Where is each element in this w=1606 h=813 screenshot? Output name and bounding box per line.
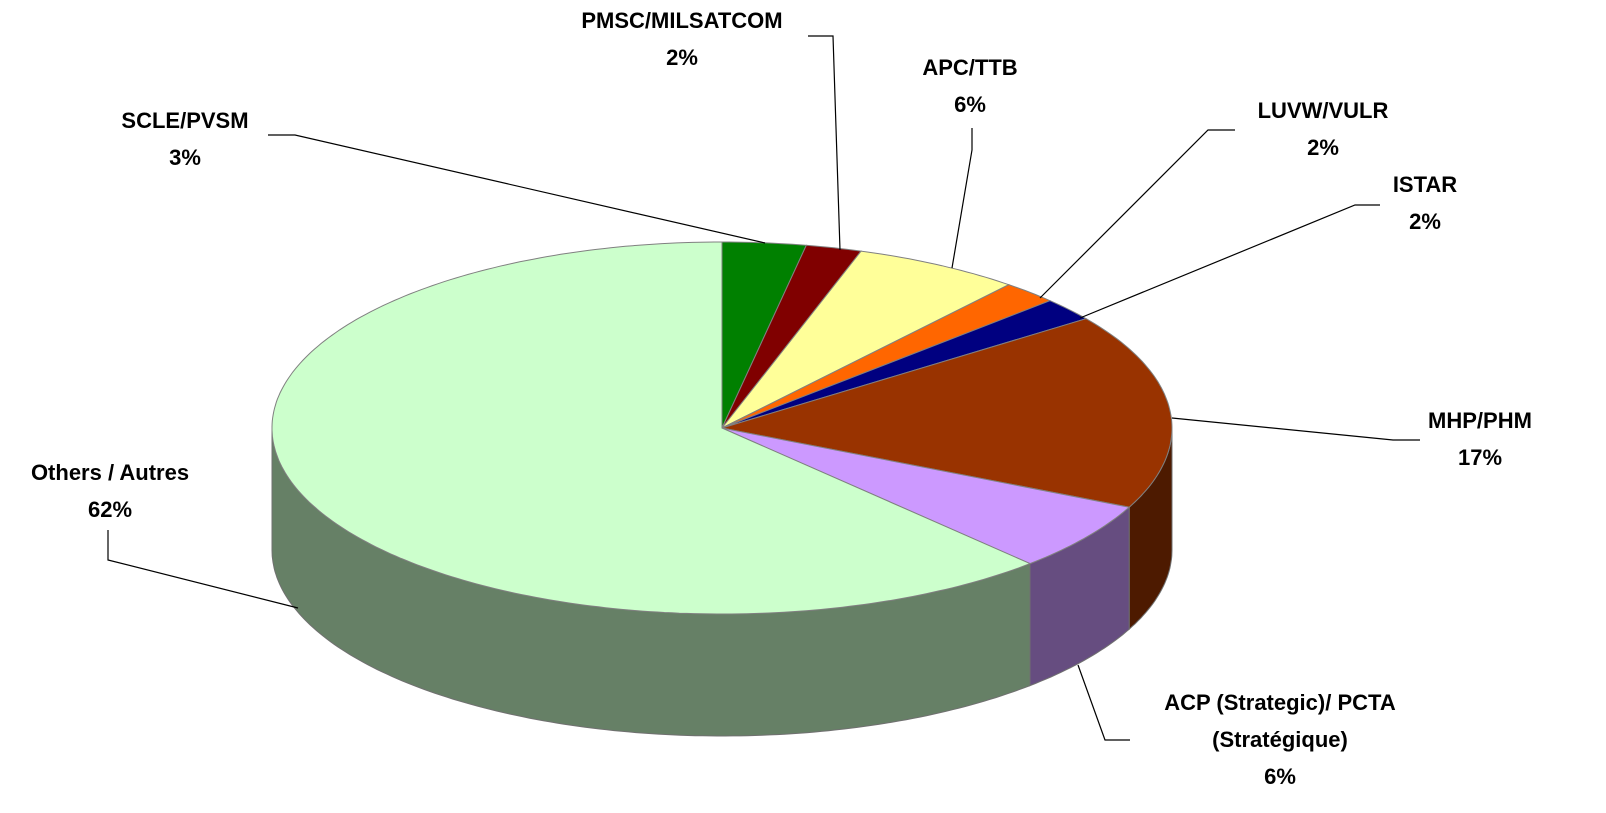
data-label: APC/TTB 6%: [870, 49, 1070, 123]
slice: [721, 427, 1131, 565]
leader-line: [951, 128, 973, 269]
slice-percent: 17%: [1457, 445, 1503, 470]
leader-line: [1171, 417, 1420, 441]
data-label: SCLE/PVSM 3%: [55, 102, 315, 176]
leader-line: [107, 530, 299, 609]
slice-percent: 2%: [1307, 135, 1339, 160]
slice-name: MHP/PHM: [1428, 408, 1532, 433]
slice-percent: 2%: [666, 45, 698, 70]
slice-percent: 62%: [87, 497, 133, 522]
slice: [721, 244, 863, 429]
slice: [271, 241, 1032, 615]
slice: [721, 318, 1173, 508]
leader-line: [808, 35, 841, 251]
slice-percent: 2%: [1409, 209, 1441, 234]
leader-line: [1079, 204, 1380, 319]
slice-name: LUVW/VULR: [1257, 98, 1389, 123]
data-label: LUVW/VULR 2%: [1213, 92, 1433, 166]
slice-name: SCLE/PVSM: [121, 108, 249, 133]
slice-name: ACP (Strategic)/ PCTA (Stratégique): [1164, 690, 1396, 752]
data-label: PMSC/MILSATCOM 2%: [532, 2, 832, 76]
data-label: ISTAR 2%: [1345, 166, 1505, 240]
leader-line: [1077, 664, 1130, 741]
data-label: ACP (Strategic)/ PCTA (Stratégique) 6%: [1125, 684, 1435, 795]
slice-name: ISTAR: [1392, 172, 1458, 197]
leader-line: [1039, 129, 1235, 299]
slice-name: PMSC/MILSATCOM: [581, 8, 783, 33]
data-label: MHP/PHM 17%: [1380, 402, 1580, 476]
leader-line: [268, 134, 766, 244]
slice: [721, 250, 1011, 429]
slice-name: Others / Autres: [30, 460, 190, 485]
slice-percent: 6%: [1264, 764, 1296, 789]
slice: [721, 284, 1052, 429]
data-label: Others / Autres 62%: [0, 454, 225, 528]
slice-name: APC/TTB: [922, 55, 1018, 80]
slice-percent: 6%: [954, 92, 986, 117]
slice-percent: 3%: [169, 145, 201, 170]
